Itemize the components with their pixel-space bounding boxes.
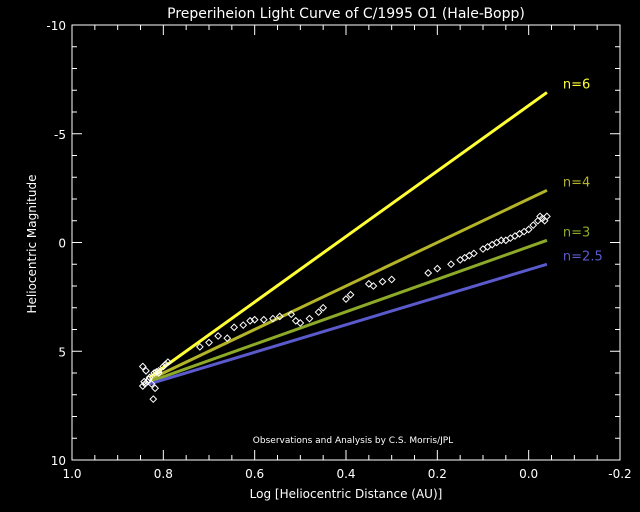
observation-point <box>424 269 433 277</box>
observation-point <box>140 377 149 386</box>
observation-point <box>433 264 442 273</box>
axis-ticks: 1.0 0.8 0.6 0.4 0.2 0.0 -0.2 -10 -5 0 5 10 <box>46 19 631 481</box>
observation-point <box>214 332 223 340</box>
x-tick-label: 0.2 <box>428 467 447 481</box>
model-line-label: n=3 <box>563 225 590 240</box>
observation-point <box>275 312 284 321</box>
observation-point <box>154 369 163 377</box>
model-line-label: n=2.5 <box>563 249 603 264</box>
observation-point <box>159 362 168 371</box>
credit-annotation: Observations and Analysis by C.S. Morris… <box>253 436 453 446</box>
x-tick-label: 0.4 <box>336 467 355 481</box>
model-line-n-6 <box>148 91 548 379</box>
model-lines <box>148 91 548 386</box>
observation-point <box>161 360 170 369</box>
model-line-label: n=4 <box>563 175 590 190</box>
y-tick-label: -10 <box>46 19 66 33</box>
observation-point <box>447 260 455 269</box>
observation-point <box>387 275 396 284</box>
observation-point <box>138 382 147 390</box>
observation-point <box>223 334 232 343</box>
model-line-n-4 <box>148 188 548 381</box>
y-tick-label: 5 <box>58 345 66 359</box>
observation-point <box>138 362 147 371</box>
observation-point <box>163 358 172 367</box>
x-tick-label: -0.2 <box>608 467 631 481</box>
x-tick-label: 0.6 <box>245 467 264 481</box>
observation-point <box>230 323 239 332</box>
observation-point <box>152 368 161 376</box>
observation-point <box>151 384 160 393</box>
observation-point <box>378 277 387 286</box>
model-line-n-3 <box>149 238 548 384</box>
x-tick-label: 0.0 <box>519 467 538 481</box>
observation-point <box>145 373 154 382</box>
observation-point <box>305 314 314 323</box>
y-axis-label: Heliocentric Magnitude <box>25 175 39 314</box>
observation-point <box>364 279 373 288</box>
observation-point <box>149 395 158 404</box>
observation-point <box>287 310 296 319</box>
y-tick-label: 10 <box>51 454 66 468</box>
observation-point <box>250 315 259 324</box>
observation-point <box>154 366 163 375</box>
observation-point <box>269 314 277 323</box>
observation-point <box>369 282 378 290</box>
observation-point <box>342 295 350 303</box>
observation-point <box>239 321 248 330</box>
observation-point <box>296 319 305 327</box>
observation-point <box>469 249 478 258</box>
observation-point <box>543 212 551 221</box>
x-tick-label: 1.0 <box>62 467 81 481</box>
observation-point <box>142 366 150 375</box>
observation-point <box>319 303 328 312</box>
model-line-label: n=6 <box>563 77 590 92</box>
chart-title: Preperiheion Light Curve of C/1995 O1 (H… <box>167 6 525 22</box>
observation-point <box>529 221 538 230</box>
model-line-labels: n=6 n=4 n=3 n=2.5 <box>563 77 603 264</box>
observation-point <box>259 315 268 324</box>
observation-point <box>195 342 204 351</box>
y-tick-label: -5 <box>54 128 66 142</box>
x-axis-label: Log [Heliocentric Distance (AU)] <box>250 487 443 501</box>
model-line-n-2-5 <box>149 262 548 386</box>
x-tick-label: 0.8 <box>154 467 173 481</box>
observation-points <box>138 212 551 404</box>
observation-point <box>141 379 149 388</box>
observation-point <box>314 308 323 317</box>
observation-point <box>524 225 533 234</box>
observation-point <box>147 379 156 388</box>
observation-point <box>346 290 355 299</box>
observation-point <box>246 316 255 325</box>
y-tick-label: 0 <box>58 237 66 251</box>
observation-point <box>205 338 213 347</box>
observation-point <box>291 316 300 325</box>
